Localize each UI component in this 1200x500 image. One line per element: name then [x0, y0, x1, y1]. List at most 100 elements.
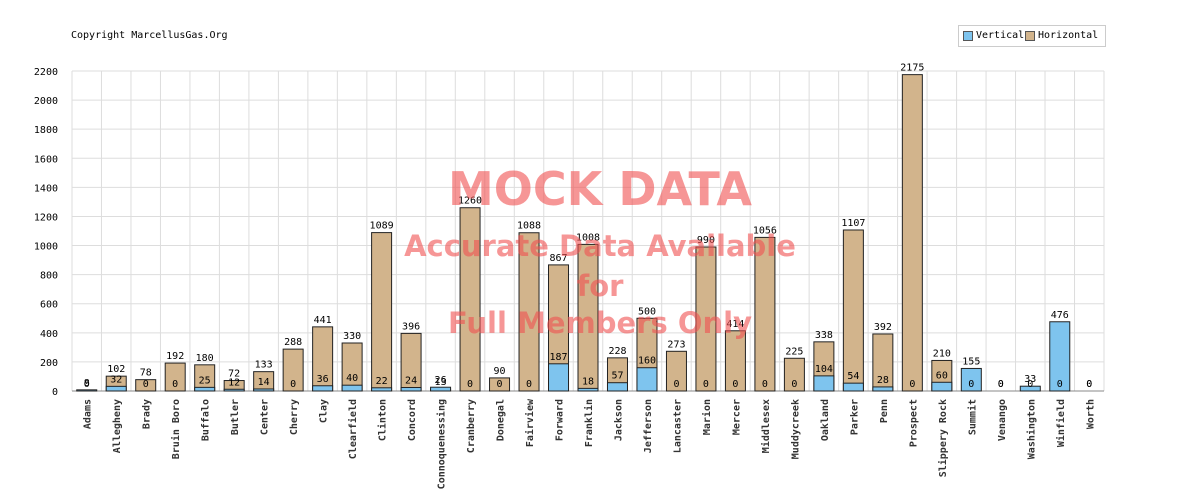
data-label-vertical: 0	[172, 379, 178, 390]
data-label-horizontal: 338	[815, 330, 833, 341]
x-tick-label: Oakland	[820, 399, 831, 441]
data-label-horizontal: 396	[402, 321, 420, 332]
data-label-vertical: 57	[611, 371, 623, 382]
x-tick-label: Brady	[142, 399, 153, 429]
data-label-horizontal: 225	[785, 346, 803, 357]
x-tick-label: Center	[260, 399, 271, 435]
data-label-horizontal: 990	[697, 235, 715, 246]
data-label-vertical: 0	[673, 379, 679, 390]
x-tick-label: Middlesex	[760, 399, 772, 453]
x-tick-label: Parker	[849, 399, 860, 435]
x-tick-label: Mercer	[731, 399, 742, 435]
x-tick-label: Clearfield	[347, 399, 359, 459]
data-label-vertical: 0	[1086, 379, 1092, 390]
x-tick-label: Cherry	[289, 399, 300, 435]
bar-vertical	[341, 384, 363, 392]
x-tick-label: Donegal	[496, 399, 507, 441]
y-tick-label: 2200	[34, 67, 58, 78]
bar-horizontal	[371, 232, 393, 392]
bar-horizontal	[754, 236, 776, 392]
data-label-horizontal: 90	[494, 366, 506, 377]
data-label-vertical: 0	[998, 379, 1004, 390]
x-tick-label: Clinton	[377, 399, 389, 441]
bar-horizontal	[459, 207, 481, 392]
x-tick-label: Prospect	[908, 399, 919, 447]
bars	[76, 74, 1071, 392]
x-tick-label: Allegheny	[112, 399, 123, 453]
legend-item-horizontal: Horizontal	[1025, 30, 1098, 41]
bar-horizontal	[577, 243, 599, 392]
x-tick-label: Clay	[319, 399, 330, 423]
data-label-horizontal: 1008	[576, 232, 600, 243]
x-tick-label: Worth	[1085, 399, 1096, 429]
data-label-horizontal: 1056	[753, 225, 777, 236]
bar-horizontal	[665, 350, 687, 392]
data-label-horizontal: 867	[549, 253, 567, 264]
data-label-horizontal: 78	[140, 368, 152, 379]
data-label-horizontal: 1089	[370, 221, 394, 232]
x-tick-label: Lancaster	[672, 399, 683, 453]
data-label-horizontal: 0	[998, 379, 1004, 390]
data-label-vertical: 36	[317, 374, 329, 385]
data-label-vertical: 33	[1024, 374, 1036, 385]
y-tick-label: 2000	[34, 96, 58, 107]
data-label-horizontal: 13	[435, 377, 447, 388]
data-label-vertical: 0	[143, 379, 149, 390]
x-tick-label: Venango	[997, 399, 1008, 441]
bar-vertical	[223, 388, 245, 392]
data-label-horizontal: 192	[166, 351, 184, 362]
y-tick-label: 0	[52, 387, 58, 398]
legend: Vertical Horizontal	[958, 25, 1106, 47]
data-label-horizontal: 210	[933, 348, 951, 359]
bar-vertical	[105, 385, 127, 392]
data-label-vertical: 18	[582, 376, 594, 387]
x-tick-label: Slippery Rock	[937, 399, 949, 477]
data-label-vertical: 155	[962, 356, 980, 367]
data-label-vertical: 14	[258, 377, 270, 388]
data-label-horizontal: 1088	[517, 221, 541, 232]
bar-vertical	[813, 375, 835, 392]
x-tick-label: Forward	[555, 399, 566, 441]
bar-horizontal	[518, 232, 540, 392]
legend-label-vertical: Vertical	[976, 30, 1025, 41]
data-label-horizontal: 0	[1086, 379, 1092, 390]
data-label-vertical: 0	[497, 379, 503, 390]
data-label-vertical: 0	[791, 379, 797, 390]
data-label-horizontal: 414	[726, 319, 744, 330]
x-tick-label: Jackson	[613, 399, 624, 441]
bar-vertical	[430, 386, 452, 392]
legend-item-vertical: Vertical	[963, 30, 1024, 41]
data-label-vertical: 0	[467, 379, 473, 390]
x-tick-label: Fairview	[524, 398, 536, 447]
bar-vertical	[312, 385, 334, 392]
x-axis-ticks: Adams Allegheny Brady Bruin Boro Buffalo Butl…	[83, 398, 1097, 489]
bar-vertical	[1049, 321, 1071, 392]
data-label-horizontal: 228	[608, 346, 626, 357]
copyright-text: Copyright MarcellusGas.Org	[71, 30, 228, 41]
y-tick-label: 200	[40, 358, 58, 369]
data-label-vertical: 0	[290, 379, 296, 390]
data-label-vertical: 0	[762, 379, 768, 390]
bar-horizontal	[489, 377, 511, 392]
y-tick-label: 1600	[34, 154, 58, 165]
bar-vertical	[577, 387, 599, 392]
data-label-horizontal: 392	[874, 322, 892, 333]
data-label-vertical: 26	[435, 375, 447, 386]
data-labels: 0810232780192018025721213314288044136330…	[84, 63, 1093, 390]
data-label-vertical: 0	[909, 379, 915, 390]
data-label-vertical: 187	[549, 352, 567, 363]
data-label-vertical: 22	[376, 376, 388, 387]
x-tick-label: Franklin	[583, 399, 595, 447]
data-label-horizontal: 72	[228, 369, 240, 380]
bar-vertical	[931, 381, 953, 392]
bar-horizontal	[135, 379, 157, 392]
bar-vertical	[400, 387, 422, 392]
data-label-horizontal: 2175	[900, 63, 924, 74]
x-tick-label: Marion	[701, 399, 713, 435]
bar-vertical	[960, 367, 982, 392]
bar-horizontal	[164, 362, 186, 392]
x-tick-label: Penn	[879, 399, 890, 423]
data-label-horizontal: 330	[343, 331, 361, 342]
bar-vertical	[842, 382, 864, 392]
bar-vertical	[872, 386, 894, 392]
